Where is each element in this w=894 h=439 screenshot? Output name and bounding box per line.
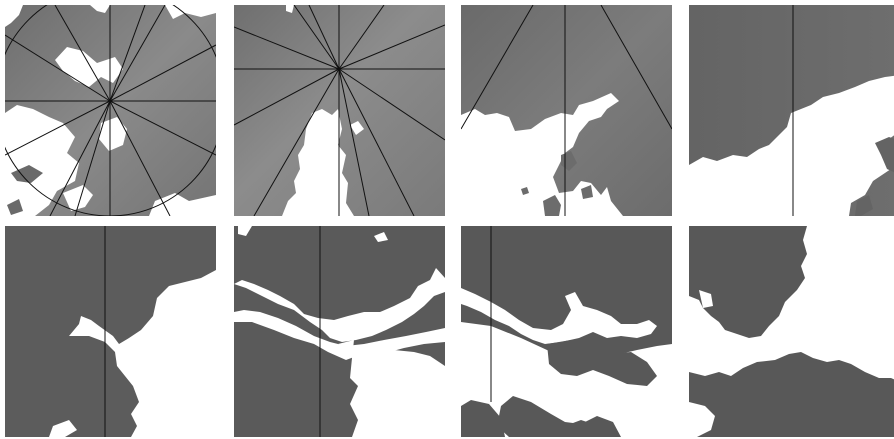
graticule [5,5,216,216]
land-mass [689,226,807,338]
sea-region [461,93,623,216]
sea-region [689,402,715,437]
polar-map-7 [461,226,672,437]
map-tile-zoom-1 [5,5,216,216]
island [521,187,529,195]
sea-region [63,185,93,211]
graticule [234,5,445,216]
sea-region [286,5,294,13]
island [875,137,894,173]
polar-map-2 [234,5,445,216]
island [547,340,657,386]
sea-region [90,5,110,13]
island [11,165,43,183]
land-mass [689,352,894,437]
map-tile-zoom-7 [461,226,672,437]
sea-region [69,270,216,437]
map-tile-zoom-4 [689,5,894,216]
polar-map-6 [234,226,445,437]
sea-region [461,288,657,344]
island [543,195,561,216]
map-tile-zoom-5 [5,226,216,437]
polar-map-4 [689,5,894,216]
sea-region [338,340,445,437]
map-tile-zoom-8 [689,226,894,437]
sea-region [234,310,445,360]
polar-map-8 [689,226,894,437]
polar-map-1 [5,5,216,216]
sea-region [5,5,23,27]
sea-region [238,226,252,236]
map-tile-zoom-6 [234,226,445,437]
island [461,400,505,437]
polar-map-3 [461,5,672,216]
map-tile-zoom-3 [461,5,672,216]
polar-map-5 [5,226,216,437]
island [7,199,23,215]
map-tile-zoom-2 [234,5,445,216]
sea-region [149,193,216,216]
graticule [461,5,672,216]
island [565,420,601,437]
island [581,185,593,199]
sea-region [374,232,388,242]
sea-region [99,117,127,151]
island [855,195,873,216]
sea-region [350,121,364,135]
sea-region [689,75,894,216]
sea-region [49,420,77,437]
sea-region [461,322,672,437]
sea-region [699,290,713,308]
sea-region [282,109,354,216]
sea-region [5,105,79,216]
sea-region [234,268,445,342]
